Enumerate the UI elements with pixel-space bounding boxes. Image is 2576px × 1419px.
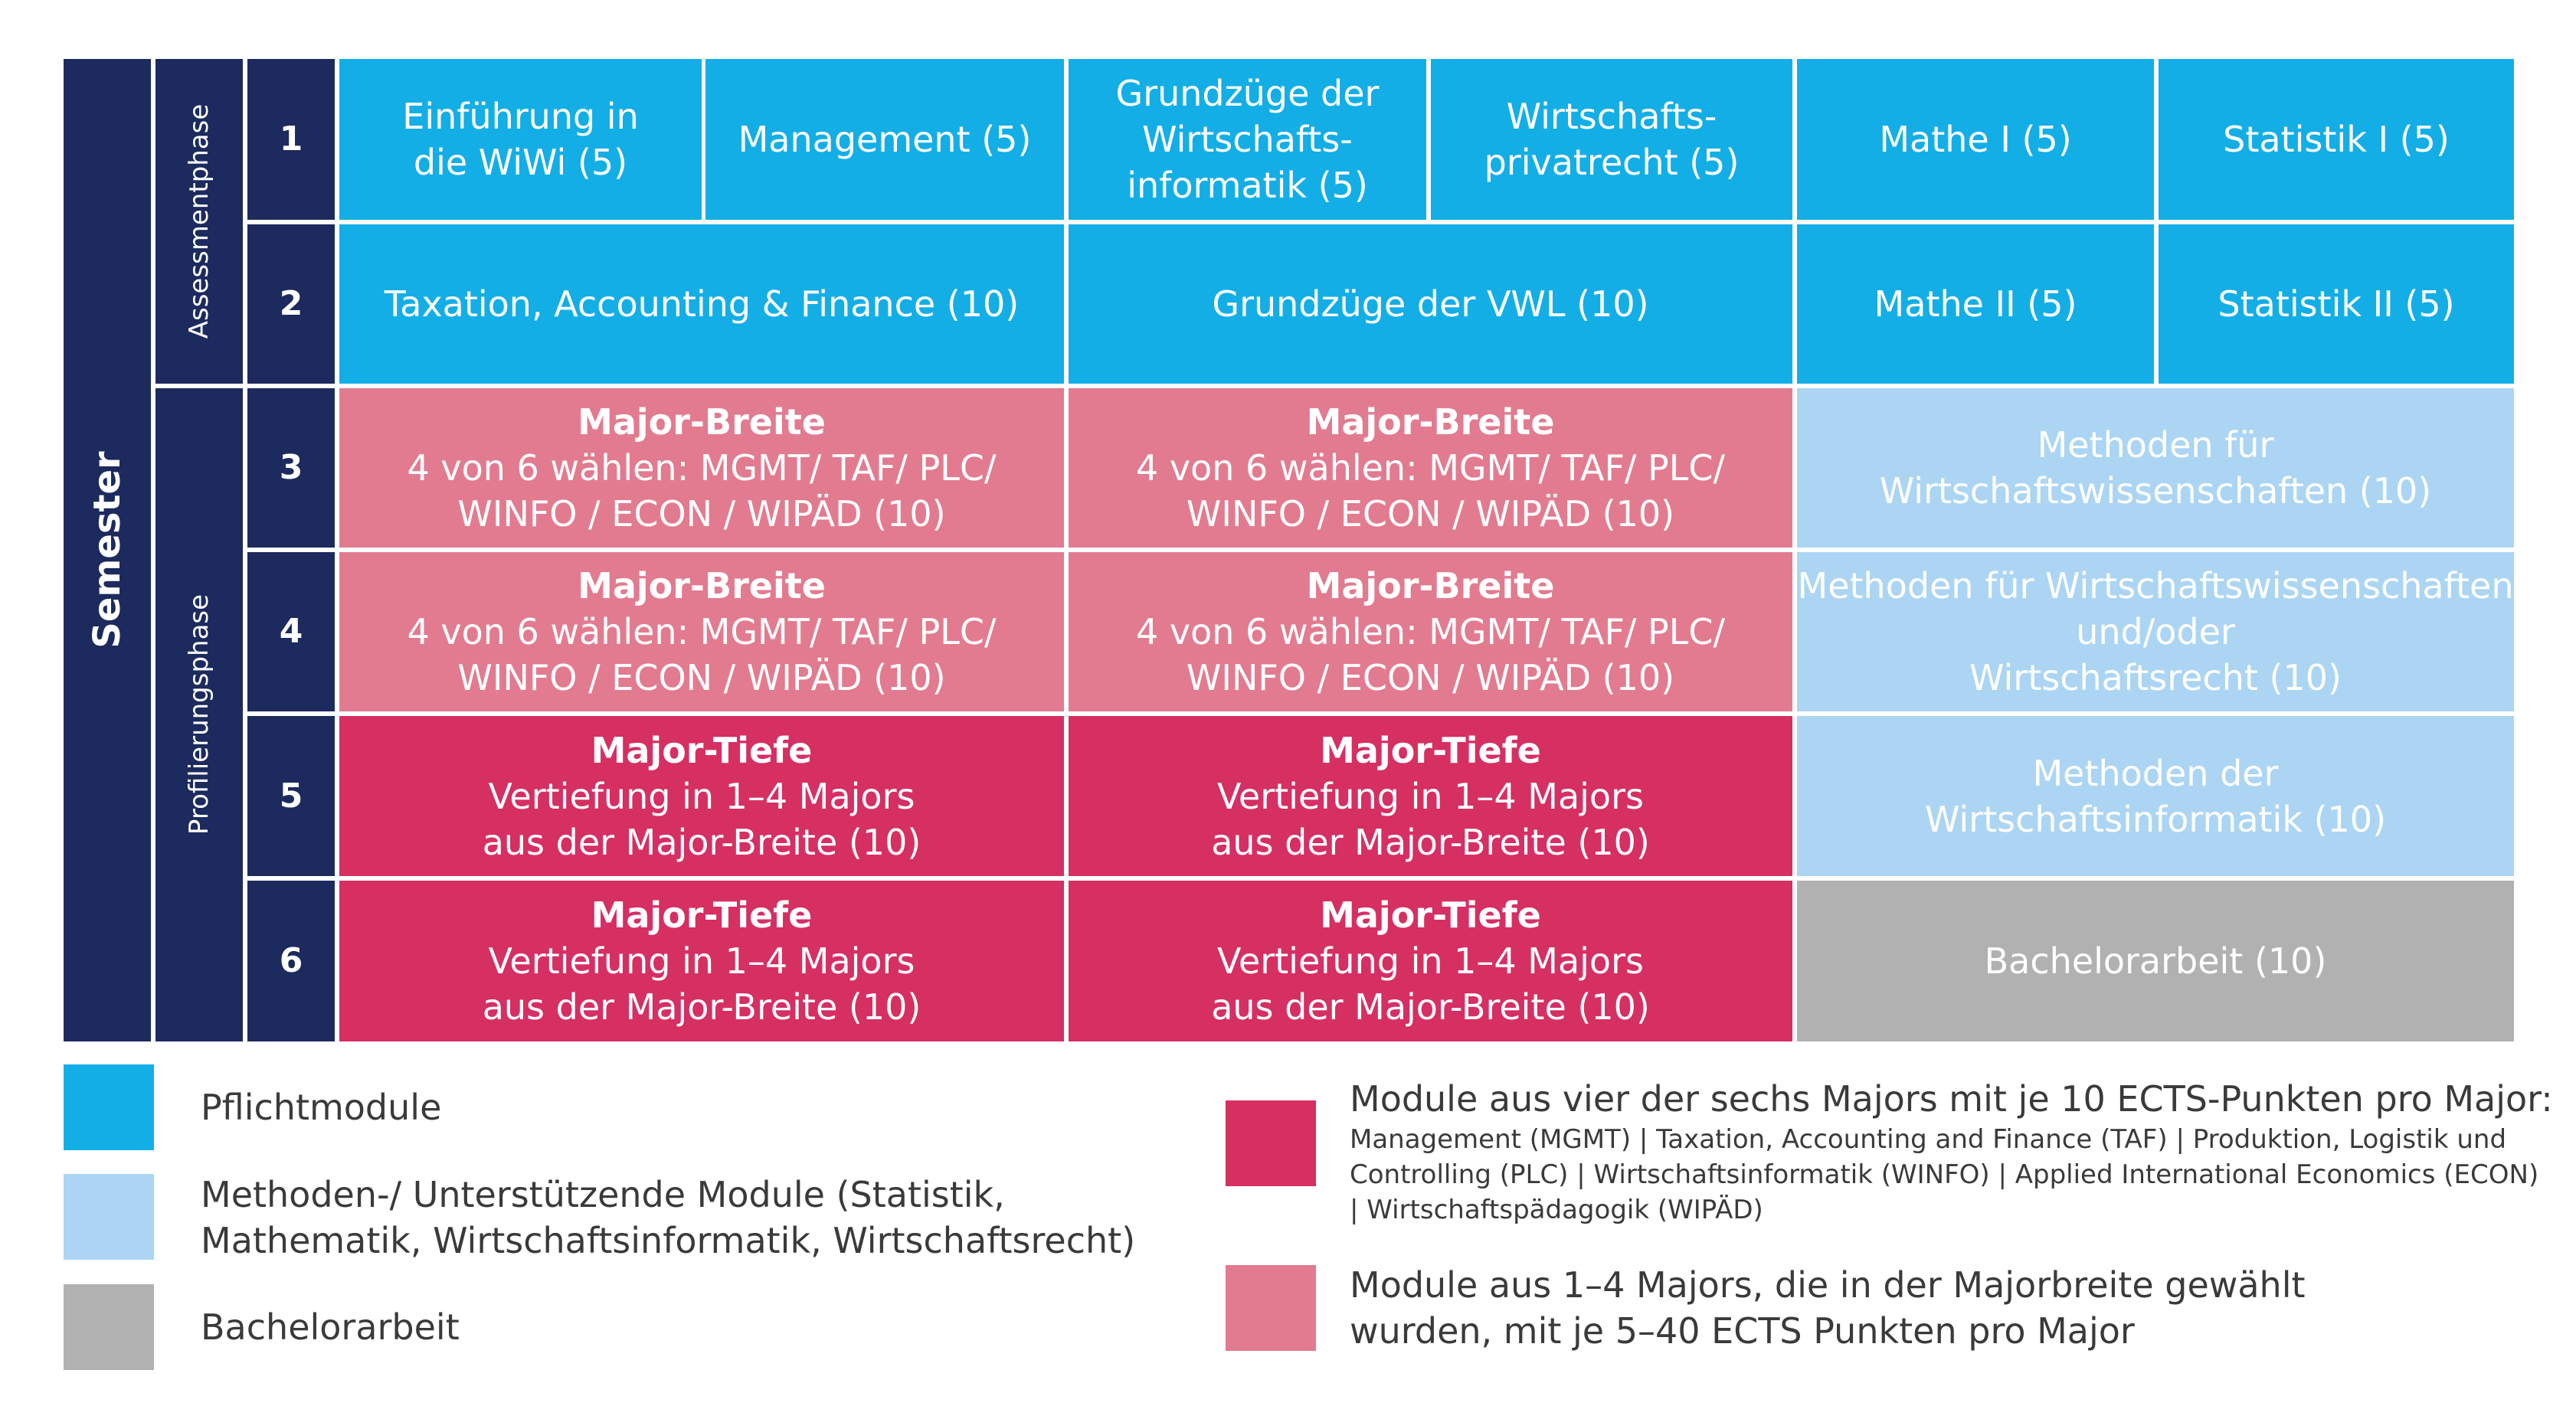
semester-number-2: 2 — [247, 224, 335, 384]
profilierung-phase-column — [155, 388, 243, 1041]
legend-swatch-major-breite — [1226, 1265, 1316, 1351]
semester-number-6: 6 — [247, 881, 335, 1041]
module-major-breite-s4-b: Major-Breite 4 von 6 wählen: MGMT/ TAF/ … — [1069, 552, 1792, 711]
module-grundzuege-vwl: Grundzüge der VWL (10) — [1069, 224, 1792, 384]
legend-text-methoden: Methoden-/ Unterstützende Module (Statis… — [201, 1174, 1136, 1261]
module-major-tiefe-s6-b: Major-Tiefe Vertiefung in 1–4 Majors aus… — [1069, 881, 1792, 1041]
module-major-breite-s3-a: Major-Breite 4 von 6 wählen: MGMT/ TAF/ … — [339, 388, 1064, 548]
module-major-tiefe-s6-a: Major-Tiefe Vertiefung in 1–4 Majors aus… — [339, 881, 1064, 1041]
semester-label: Semester — [86, 451, 129, 649]
assessment-phase-label: Assessmentphase — [184, 103, 214, 339]
module-grundzuege-wirtschaftsinformatik: Grundzüge der Wirtschafts- informatik (5… — [1069, 59, 1426, 220]
module-methoden-wirtschaftsinformatik: Methoden der Wirtschaftsinformatik (10) — [1797, 716, 2514, 876]
assessment-phase-column — [155, 59, 243, 384]
legend-swatch-pflicht — [64, 1064, 154, 1150]
module-einfuehrung-wiwi: Einführung in die WiWi (5) — [339, 59, 702, 220]
module-methoden-wiwi-oder-wirtschaftsrecht: Methoden für Wirtschaftswissenschaften u… — [1797, 552, 2514, 711]
module-methoden-wiwi: Methoden für Wirtschaftswissenschaften (… — [1797, 388, 2514, 548]
module-major-tiefe-s5-b: Major-Tiefe Vertiefung in 1–4 Majors aus… — [1069, 716, 1792, 876]
legend-text-pflicht: Pflichtmodule — [201, 1087, 442, 1128]
module-taxation-accounting-finance: Taxation, Accounting & Finance (10) — [339, 224, 1064, 384]
semester-column — [64, 59, 151, 1041]
module-major-breite-s3-b: Major-Breite 4 von 6 wählen: MGMT/ TAF/ … — [1069, 388, 1792, 548]
module-statistik-2: Statistik II (5) — [2159, 224, 2514, 384]
legend-text-major-tiefe: Module aus vier der sechs Majors mit je … — [1350, 1078, 2553, 1225]
module-major-breite-s4-a: Major-Breite 4 von 6 wählen: MGMT/ TAF/ … — [339, 552, 1064, 711]
module-statistik-1: Statistik I (5) — [2159, 59, 2514, 220]
module-major-tiefe-s5-a: Major-Tiefe Vertiefung in 1–4 Majors aus… — [339, 716, 1064, 876]
legend-text-bachelor: Bachelorarbeit — [201, 1306, 460, 1348]
legend-text-major-breite: Module aus 1–4 Majors, die in der Majorb… — [1350, 1264, 2306, 1352]
legend-swatch-major-tiefe — [1226, 1100, 1316, 1186]
semester-number-1: 1 — [247, 59, 335, 220]
module-bachelorarbeit: Bachelorarbeit (10) — [1797, 881, 2514, 1041]
module-mathe-1: Mathe I (5) — [1797, 59, 2154, 220]
module-wirtschaftsprivatrecht: Wirtschafts- privatrecht (5) — [1431, 59, 1792, 220]
profilierung-phase-label: Profilierungsphase — [184, 593, 214, 835]
semester-number-3: 3 — [247, 388, 335, 548]
legend-swatch-methoden — [64, 1174, 154, 1260]
semester-number-5: 5 — [247, 716, 335, 876]
module-mathe-2: Mathe II (5) — [1797, 224, 2154, 384]
module-management: Management (5) — [705, 59, 1064, 220]
semester-number-4: 4 — [247, 552, 335, 711]
legend-swatch-bachelor — [64, 1284, 154, 1370]
